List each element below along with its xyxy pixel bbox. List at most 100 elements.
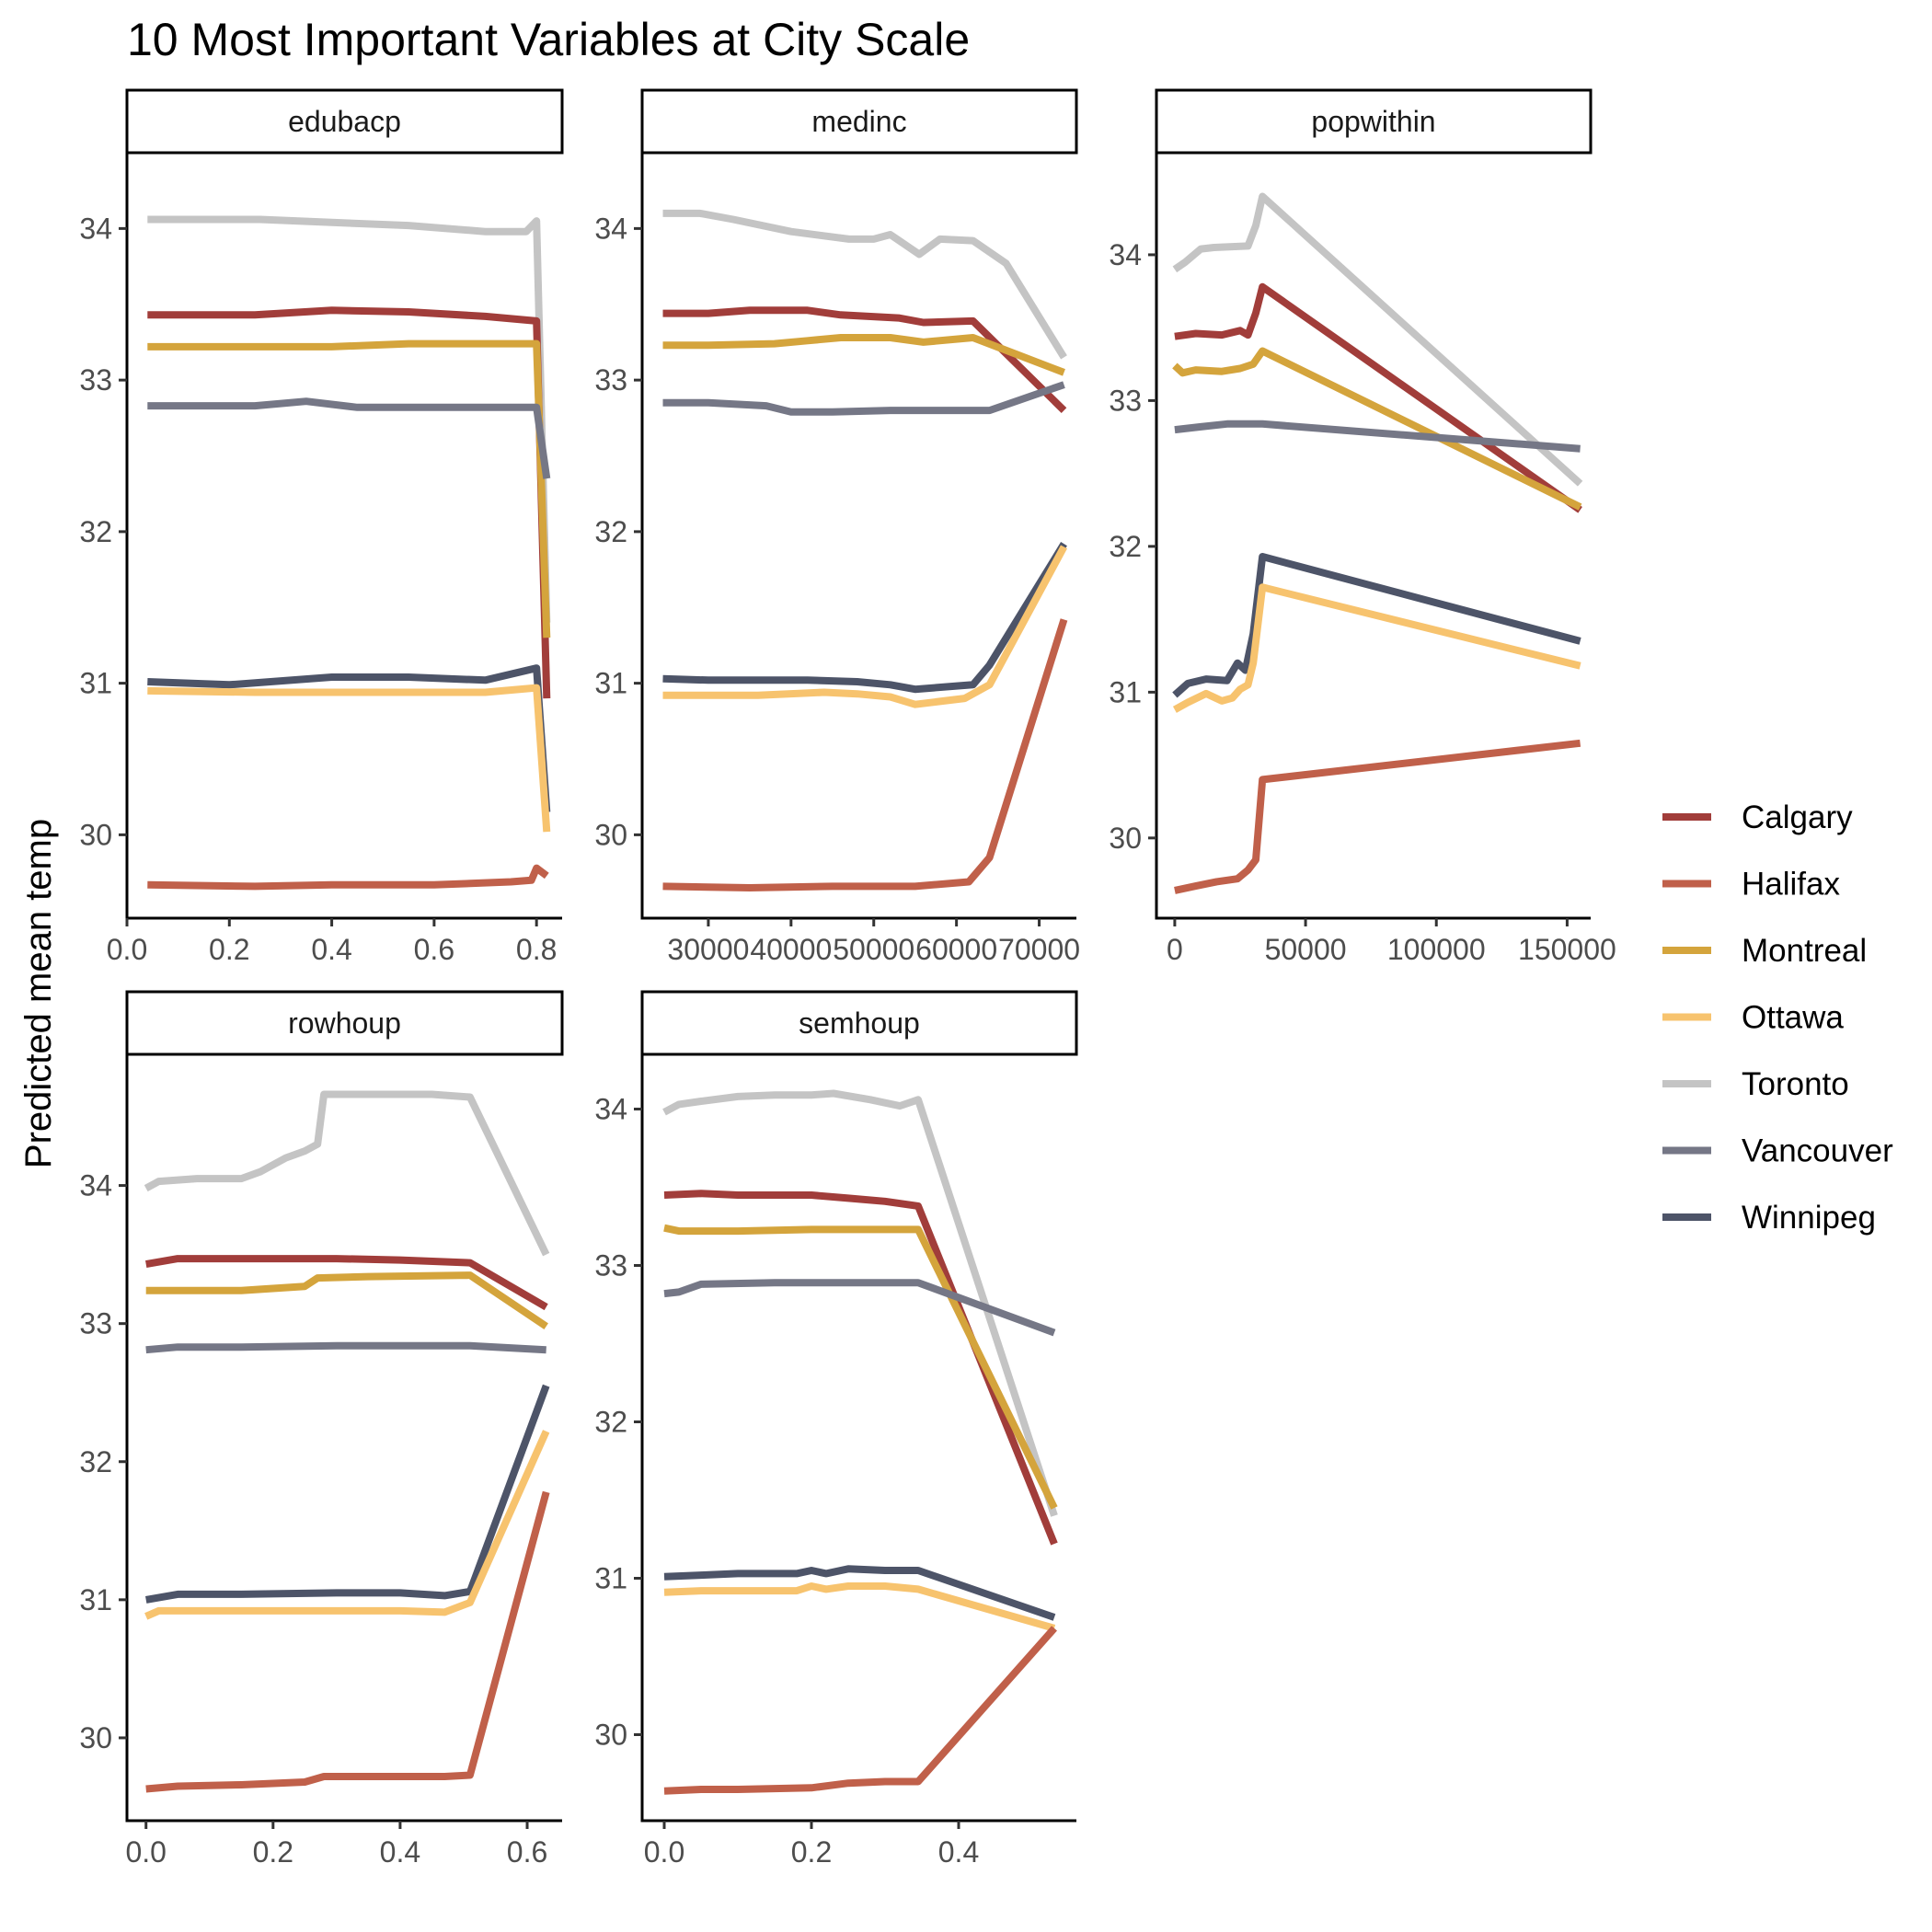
series-line-winnipeg [1172, 553, 1581, 698]
x-tick-label: 0.2 [209, 933, 249, 966]
x-tick-label: 0.6 [507, 1835, 547, 1869]
y-tick-label: 30 [79, 818, 112, 851]
y-tick-label: 34 [1109, 238, 1142, 271]
y-tick-label: 33 [79, 1307, 112, 1340]
x-tick-label: 60000 [915, 933, 997, 966]
series-line-montreal [662, 334, 1065, 376]
x-tick-label: 150000 [1518, 933, 1616, 966]
series-line-winnipeg [662, 542, 1067, 694]
strip-label: semhoup [799, 1006, 920, 1040]
series-line-toronto [147, 215, 551, 623]
y-tick-label: 31 [79, 1583, 112, 1616]
legend: Calgary Halifax Montreal Ottawa Toronto Vanco… [1662, 799, 1893, 1236]
panel-medinc: medinc 30 31 32 33 34 30000 40000 50000 60000 7000… [594, 88, 1080, 966]
y-tick-label: 30 [79, 1721, 112, 1754]
strip-rowhoup [125, 990, 564, 1056]
y-tick-label: 31 [79, 667, 112, 700]
strip-popwithin [1155, 88, 1593, 155]
chart-title: 10 Most Important Variables at City Scal… [127, 14, 970, 65]
series-line-vancouver [663, 1279, 1056, 1337]
y-tick-label: 33 [1109, 384, 1142, 417]
y-tick-label: 33 [594, 363, 627, 397]
legend-label: Montreal [1742, 933, 1867, 969]
y-tick-label: 31 [1109, 675, 1142, 708]
x-tick-label: 70000 [998, 933, 1080, 966]
series-line-vancouver [1174, 420, 1581, 453]
legend-label: Winnipeg [1742, 1200, 1876, 1236]
series-line-montreal [147, 339, 551, 638]
series-line-calgary [145, 1255, 548, 1311]
series-line-montreal [663, 1224, 1058, 1510]
legend-label: Ottawa [1742, 1000, 1844, 1036]
panel-edubacp: edubacp 30 31 32 33 34 0.0 0.2 0.4 0.6 0.8 [79, 88, 564, 966]
legend-item-calgary: Calgary [1662, 799, 1853, 835]
y-tick-label: 32 [79, 1445, 112, 1478]
series-line-ottawa [147, 684, 551, 833]
y-tick-label: 30 [594, 1719, 627, 1752]
y-tick-label: 31 [594, 1562, 627, 1595]
x-tick-label: 0.0 [644, 1835, 684, 1869]
legend-item-winnipeg: Winnipeg [1662, 1200, 1876, 1236]
y-tick-label: 34 [594, 1093, 627, 1126]
x-tick-label: 0.2 [791, 1835, 832, 1869]
legend-item-ottawa: Ottawa [1662, 1000, 1844, 1036]
strip-label: medinc [811, 105, 906, 138]
strip-label: rowhoup [288, 1006, 401, 1040]
series-line-ottawa [1172, 583, 1581, 713]
legend-label: Vancouver [1742, 1133, 1893, 1169]
legend-label: Calgary [1742, 799, 1853, 835]
series-line-halifax [1174, 739, 1581, 894]
y-tick-label: 32 [594, 1406, 627, 1439]
x-tick-label: 50000 [833, 933, 914, 966]
legend-label: Halifax [1742, 867, 1840, 903]
series-line-montreal [145, 1271, 548, 1330]
panel-semhoup: semhoup 30 31 32 33 34 0.0 0.2 0.4 [594, 990, 1078, 1869]
y-tick-label: 34 [79, 212, 112, 245]
legend-item-halifax: Halifax [1662, 867, 1840, 903]
x-tick-label: 0.2 [253, 1835, 293, 1869]
series-line-ottawa [144, 1430, 550, 1620]
series-line-montreal [1172, 347, 1582, 511]
series-line-halifax [663, 1626, 1057, 1795]
x-tick-label: 0.8 [516, 933, 557, 966]
strip-edubacp [125, 88, 564, 155]
x-tick-label: 30000 [667, 933, 749, 966]
series-line-ottawa [662, 545, 1068, 708]
legend-item-montreal: Montreal [1662, 933, 1867, 969]
series-line-calgary [663, 1190, 1058, 1546]
y-axis-label: Predicted mean temp [18, 819, 59, 1168]
x-tick-label: 0.4 [311, 933, 351, 966]
series-line-vancouver [147, 397, 551, 479]
y-tick-label: 32 [1109, 530, 1142, 563]
panels: edubacp 30 31 32 33 34 0.0 0.2 0.4 0.6 0.8 medinc 30… [79, 88, 1616, 1869]
series-line-winnipeg [663, 1565, 1056, 1621]
series-line-calgary [662, 306, 1067, 413]
y-tick-label: 34 [594, 212, 627, 245]
x-tick-label: 0.0 [125, 1835, 166, 1869]
y-tick-label: 34 [79, 1169, 112, 1202]
series-line-toronto [662, 209, 1067, 360]
y-tick-label: 32 [79, 515, 112, 548]
y-tick-label: 30 [1109, 822, 1142, 855]
panel-popwithin: popwithin 30 31 32 33 34 0 50000 100000 150000 [1109, 88, 1616, 966]
strip-semhoup [640, 990, 1078, 1056]
legend-label: Toronto [1742, 1066, 1849, 1102]
series-line-calgary [147, 306, 551, 699]
series-line-vancouver [662, 381, 1065, 416]
y-tick-label: 33 [594, 1249, 627, 1282]
x-tick-label: 0.6 [414, 933, 454, 966]
x-tick-label: 0.0 [107, 933, 147, 966]
series-line-toronto [144, 1090, 550, 1257]
series-line-halifax [662, 618, 1068, 891]
series-line-calgary [1174, 282, 1582, 513]
series-line-winnipeg [145, 1384, 550, 1604]
series-line-halifax [147, 864, 549, 891]
y-tick-label: 33 [79, 363, 112, 397]
series-line-toronto [662, 1089, 1058, 1517]
x-tick-label: 50000 [1265, 933, 1347, 966]
series-line-halifax [145, 1490, 550, 1793]
strip-label: edubacp [288, 105, 401, 138]
series-line-ottawa [663, 1582, 1056, 1632]
legend-item-toronto: Toronto [1662, 1066, 1849, 1102]
